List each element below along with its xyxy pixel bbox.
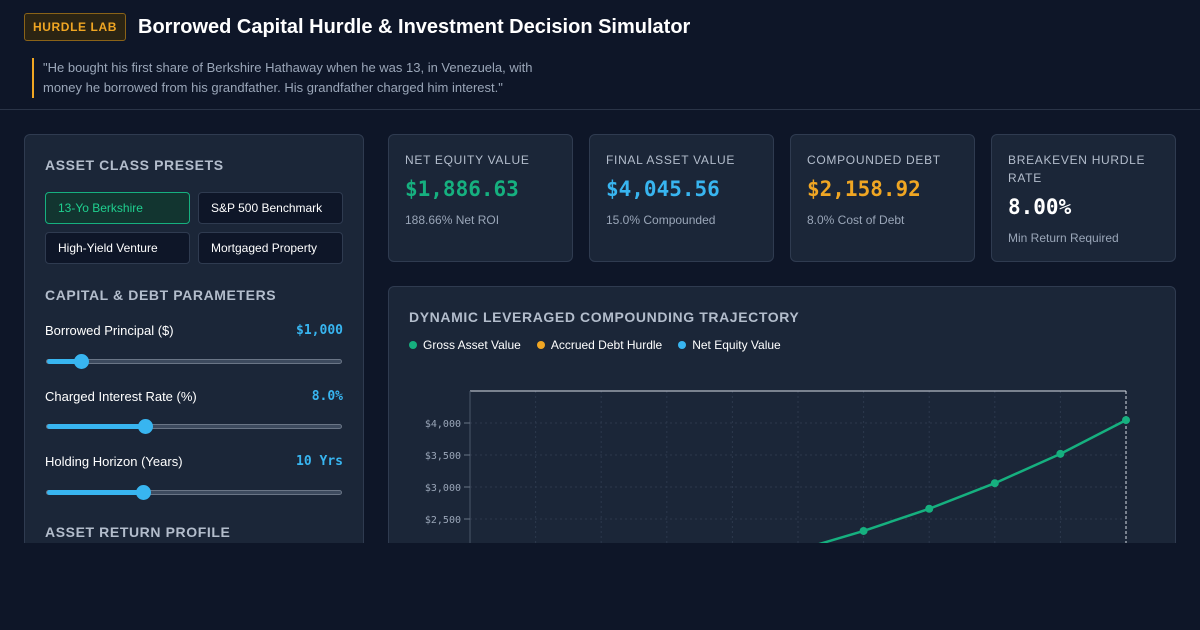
controls-panel: ASSET CLASS PRESETS 13-Yo Berkshire S&P … bbox=[24, 134, 364, 574]
legend-dot bbox=[536, 341, 545, 349]
kpi-sub: Min Return Required bbox=[1008, 231, 1119, 245]
y-tick-label: $4,000 bbox=[425, 419, 461, 430]
horizon-label: Holding Horizon (Years) bbox=[45, 454, 183, 469]
data-point bbox=[1122, 416, 1130, 425]
preset-mortgaged-property[interactable]: Mortgaged Property bbox=[198, 232, 343, 264]
header-quote: "He bought his first share of Berkshire … bbox=[32, 58, 572, 98]
horizon-slider[interactable] bbox=[46, 485, 342, 500]
kpi-label: COMPOUNDED DEBT bbox=[807, 153, 941, 167]
kpi-compounded-debt: COMPOUNDED DEBT $2,158.92 8.0% Cost of D… bbox=[790, 134, 975, 262]
interest-slider[interactable] bbox=[46, 419, 342, 434]
kpi-final-asset: FINAL ASSET VALUE $4,045.56 15.0% Compou… bbox=[589, 134, 774, 262]
app-header: HURDLE LAB Borrowed Capital Hurdle & Inv… bbox=[0, 0, 1200, 110]
kpi-value: $1,886.63 bbox=[405, 177, 519, 201]
kpi-label: BREAKEVEN HURDLE RATE bbox=[1008, 153, 1146, 185]
principal-value: $1,000 bbox=[296, 323, 343, 338]
legend-label: Gross Asset Value bbox=[423, 338, 521, 352]
kpi-label: FINAL ASSET VALUE bbox=[606, 153, 736, 167]
horizon-value: 10 Yrs bbox=[296, 454, 343, 469]
kpi-sub: 188.66% Net ROI bbox=[405, 213, 500, 227]
slider-thumb[interactable] bbox=[74, 354, 90, 369]
slider-fill bbox=[47, 424, 145, 429]
data-point bbox=[859, 526, 868, 535]
kpi-sub: 15.0% Compounded bbox=[606, 213, 716, 227]
slider-thumb[interactable] bbox=[136, 485, 152, 500]
data-point bbox=[990, 479, 999, 488]
kpi-net-equity: NET EQUITY VALUE $1,886.63 188.66% Net R… bbox=[388, 134, 573, 262]
chart-panel: DYNAMIC LEVERAGED COMPOUNDING TRAJECTORY… bbox=[388, 286, 1176, 586]
data-point bbox=[1056, 449, 1065, 458]
interest-value: 8.0% bbox=[311, 389, 343, 404]
legend-gross-asset[interactable]: Gross Asset Value bbox=[409, 338, 521, 352]
principal-slider[interactable] bbox=[46, 354, 342, 369]
kpi-sub: 8.0% Cost of Debt bbox=[807, 213, 905, 227]
page-title: Borrowed Capital Hurdle & Investment Dec… bbox=[138, 16, 691, 38]
legend-dot bbox=[409, 341, 417, 349]
kpi-breakeven-hurdle: BREAKEVEN HURDLE RATE 8.00% Min Return R… bbox=[991, 134, 1176, 262]
chart-title: DYNAMIC LEVERAGED COMPOUNDING TRAJECTORY bbox=[409, 309, 800, 325]
kpi-value: $4,045.56 bbox=[606, 177, 720, 201]
preset-high-yield-venture[interactable]: High-Yield Venture bbox=[45, 232, 190, 264]
params-title: CAPITAL & DEBT PARAMETERS bbox=[45, 287, 277, 303]
principal-label: Borrowed Principal ($) bbox=[45, 323, 174, 338]
presets-title: ASSET CLASS PRESETS bbox=[45, 157, 224, 173]
data-point bbox=[925, 504, 934, 513]
legend-dot bbox=[678, 341, 687, 349]
kpi-value: $2,158.92 bbox=[807, 177, 921, 201]
viewport-cutoff bbox=[0, 543, 1200, 630]
preset-13yo-berkshire[interactable]: 13-Yo Berkshire bbox=[45, 192, 190, 224]
legend-label: Accrued Debt Hurdle bbox=[550, 338, 663, 352]
kpi-label: NET EQUITY VALUE bbox=[405, 153, 530, 167]
preset-sp500-benchmark[interactable]: S&P 500 Benchmark bbox=[198, 192, 343, 224]
legend-net-equity[interactable]: Net Equity Value bbox=[678, 338, 781, 352]
y-tick-label: $3,500 bbox=[425, 451, 461, 462]
slider-fill bbox=[47, 490, 144, 495]
slider-fill bbox=[47, 359, 82, 364]
legend-accrued-debt[interactable]: Accrued Debt Hurdle bbox=[536, 338, 663, 352]
return-profile-title: ASSET RETURN PROFILE bbox=[45, 524, 231, 540]
legend-label: Net Equity Value bbox=[692, 338, 781, 352]
kpi-value: 8.00% bbox=[1008, 195, 1072, 219]
slider-thumb[interactable] bbox=[137, 419, 153, 434]
y-tick-label: $2,500 bbox=[425, 515, 461, 526]
trajectory-chart: $4,000 $3,500 $3,000 $2,500 bbox=[425, 390, 1130, 585]
interest-label: Charged Interest Rate (%) bbox=[45, 389, 197, 404]
chart-legend: Gross Asset Value Accrued Debt Hurdle Ne… bbox=[409, 338, 781, 352]
y-tick-label: $3,000 bbox=[425, 483, 461, 494]
brand-badge: HURDLE LAB bbox=[24, 13, 126, 41]
